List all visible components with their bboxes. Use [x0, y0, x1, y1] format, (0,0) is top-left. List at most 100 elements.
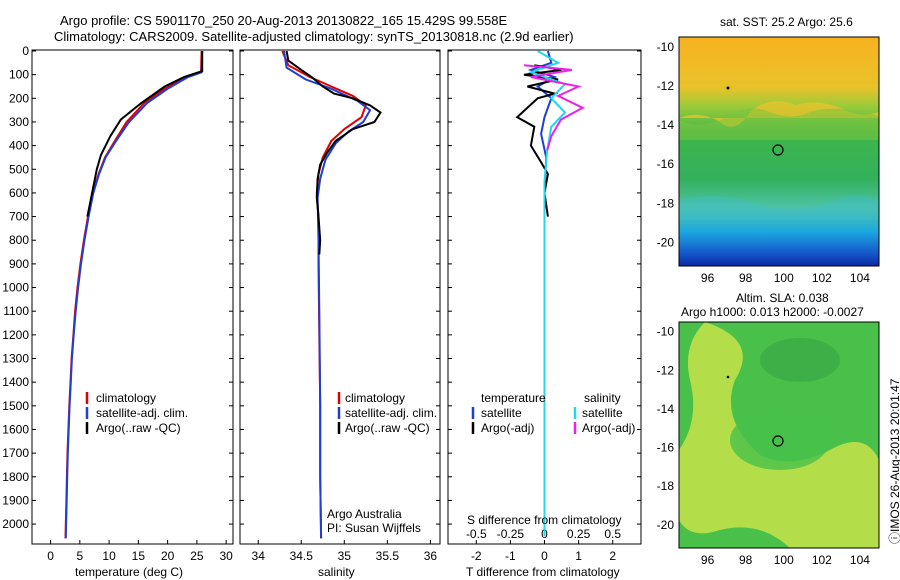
sst-map-frame [678, 36, 880, 267]
map-lat-tick: -14 [657, 118, 675, 132]
temperature-legend: climatology satellite-adj. clim. Argo(..… [85, 391, 188, 435]
series-line [515, 64, 562, 217]
depth-tick-label: 1900 [2, 493, 29, 507]
map-lat-tick: -14 [657, 402, 675, 416]
depth-tick-label: 200 [9, 91, 29, 105]
depth-tick-label: 300 [9, 115, 29, 129]
legend-label-climatology: climatology [345, 391, 405, 405]
imos-credit: ⓘIMOS 26-Aug-2013 20:01:47 [888, 378, 900, 544]
depth-tick-label: 0 [22, 44, 29, 58]
legend-label-t-argo: Argo(-adj) [481, 421, 534, 435]
difference-plot: -2 -1 0 1 2-0.5 -0.25 0 0.25 0.5 [466, 50, 621, 563]
s-tick-label: -0.25 [497, 527, 525, 541]
legend-label-s-argo: Argo(-adj) [582, 421, 635, 435]
legend-label-argo: Argo(..raw -QC) [96, 421, 181, 435]
depth-tick-label: 1000 [2, 281, 29, 295]
depth-tick-label: 900 [9, 257, 29, 271]
x-tick-label: 15 [132, 549, 146, 563]
depth-tick-label: 1300 [2, 352, 29, 366]
x-tick-label: 30 [219, 549, 233, 563]
s-diff-axis-label: S difference from climatology [467, 513, 622, 527]
map-lon-tick: 98 [739, 271, 753, 285]
salinity-legend: climatology satellite-adj. clim. Argo(..… [327, 391, 437, 535]
x-tick-label: -1 [505, 549, 516, 563]
depth-tick-label: 1500 [2, 399, 29, 413]
depth-tick-label: 800 [9, 233, 29, 247]
x-tick-label: 0 [541, 549, 548, 563]
map-lat-tick: -16 [657, 157, 675, 171]
map-lat-tick: -16 [657, 441, 675, 455]
sla-map-title-2: Argo h1000: 0.013 h2000: -0.0027 [681, 305, 864, 319]
legend-header-salinity: salinity [584, 391, 621, 405]
map-lat-tick: -18 [657, 196, 675, 210]
map-lon-tick: 100 [774, 271, 794, 285]
temperature-xlabel: temperature (deg C) [75, 565, 183, 579]
temperature-plot: 0 5 10 15 20 25 30 [47, 50, 233, 563]
salinity-xlabel: salinity [318, 565, 355, 579]
float-track-marker [726, 86, 730, 90]
s-tick-label: -0.5 [466, 527, 487, 541]
salinity-panel-frame [239, 49, 441, 545]
x-tick-label: 35.5 [376, 549, 400, 563]
map-lat-tick: -12 [657, 363, 675, 377]
depth-tick-label: 1200 [2, 328, 29, 342]
map-lat-tick: -10 [657, 325, 675, 339]
series-line [285, 50, 382, 255]
sst-field [679, 37, 879, 266]
depth-axis: 0 100 200 300 400 500 600 700 800 900 1000 1100 1200… [2, 44, 641, 531]
depth-tick-label: 700 [9, 210, 29, 224]
map-lon-tick: 104 [850, 271, 870, 285]
series-line [527, 50, 567, 536]
depth-tick-label: 100 [9, 68, 29, 82]
series-line [86, 51, 204, 217]
map-lat-tick: -18 [657, 479, 675, 493]
depth-tick-label: 1100 [3, 304, 29, 318]
map-lon-tick: 102 [812, 553, 832, 567]
difference-xlabel: T difference from climatology [466, 565, 620, 579]
sla-map [678, 321, 880, 549]
s-tick-label: 0.25 [567, 527, 591, 541]
sla-map-frame [678, 321, 880, 549]
sst-map [678, 36, 880, 267]
float-track-marker [726, 375, 730, 379]
depth-tick-label: 1800 [2, 470, 29, 484]
sla-map-title-1: Altim. SLA: 0.038 [736, 291, 829, 305]
map-lon-tick: 102 [812, 271, 832, 285]
x-tick-label: 10 [102, 549, 116, 563]
sla-low-region [760, 338, 840, 382]
depth-tick-label: 1700 [2, 446, 29, 460]
series-line [523, 64, 585, 151]
title-line-1: Argo profile: CS 5901170_250 20-Aug-2013… [60, 13, 508, 28]
map-lon-tick: 100 [774, 553, 794, 567]
legend-label-climatology: climatology [96, 391, 156, 405]
salinity-plot: 34 34.5 35 35.5 36 [252, 50, 438, 563]
sst-map-title: sat. SST: 25.2 Argo: 25.6 [720, 15, 853, 29]
x-tick-label: 36 [424, 549, 438, 563]
sla-low-region [730, 410, 830, 470]
depth-tick-label: 500 [9, 162, 29, 176]
annotation-line-1: Argo Australia [327, 507, 402, 521]
x-tick-label: 25 [190, 549, 204, 563]
map-lon-tick: 96 [701, 553, 715, 567]
depth-tick-label: 600 [9, 186, 29, 200]
temperature-panel-frame [31, 49, 234, 545]
map-lat-tick: -20 [657, 518, 675, 532]
legend-label-t-satellite: satellite [481, 406, 522, 420]
annotation-line-2: PI: Susan Wijffels [327, 521, 421, 535]
x-tick-label: 34 [252, 549, 266, 563]
map-lon-tick: 96 [701, 271, 715, 285]
map-lat-tick: -20 [657, 236, 675, 250]
legend-label-argo: Argo(..raw -QC) [345, 421, 430, 435]
sst-transition [679, 108, 879, 140]
sla-high-region [679, 322, 879, 548]
depth-tick-label: 1600 [2, 422, 29, 436]
sst-cool-band [679, 195, 879, 220]
legend-label-s-satellite: satellite [582, 406, 623, 420]
legend-header-temperature: temperature [481, 391, 546, 405]
x-tick-label: -2 [471, 549, 482, 563]
x-tick-label: 0 [47, 549, 54, 563]
x-tick-label: 5 [76, 549, 83, 563]
difference-legend: temperature salinity satellite Argo(-adj… [467, 391, 635, 527]
x-tick-label: 20 [161, 549, 175, 563]
